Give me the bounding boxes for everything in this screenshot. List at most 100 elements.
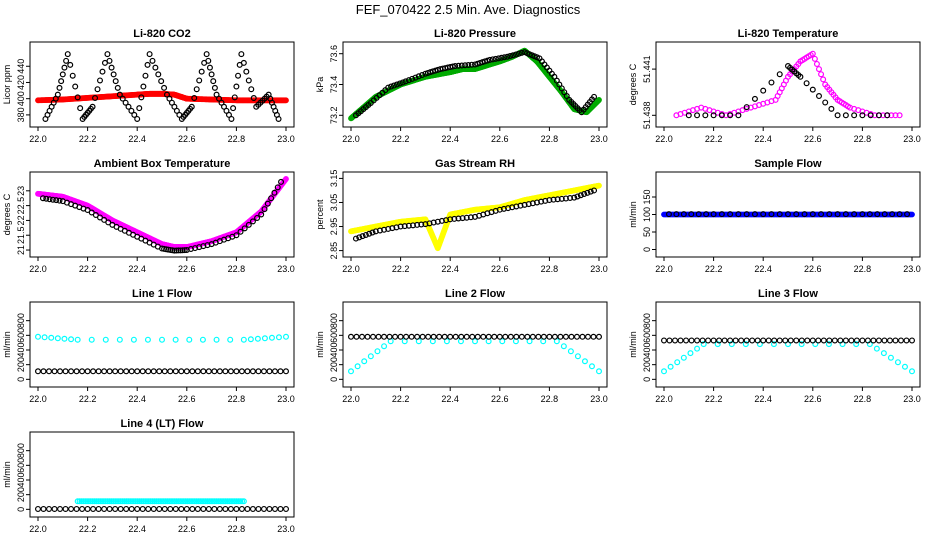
data-point xyxy=(660,368,667,375)
data-point xyxy=(770,341,777,348)
data-point xyxy=(408,333,415,340)
data-point xyxy=(208,71,215,78)
x-tick-label: 22.4 xyxy=(441,394,459,404)
data-point xyxy=(245,221,252,228)
data-point xyxy=(871,112,878,119)
y-axis-label: degrees C xyxy=(628,63,638,105)
data-point xyxy=(227,336,234,343)
data-point xyxy=(173,498,180,505)
data-point xyxy=(721,337,728,344)
data-point xyxy=(462,62,469,69)
data-point xyxy=(53,197,60,204)
data-point xyxy=(99,68,106,75)
data-point xyxy=(546,197,553,204)
data-point xyxy=(46,368,53,375)
data-point xyxy=(842,211,849,218)
y-tick-label: 380 xyxy=(16,107,26,122)
data-point xyxy=(261,206,268,213)
x-tick-label: 23.0 xyxy=(590,394,608,404)
data-point xyxy=(749,337,756,344)
data-point xyxy=(39,195,46,202)
x-tick-label: 23.0 xyxy=(277,134,295,144)
data-point xyxy=(152,64,159,71)
data-point xyxy=(164,498,171,505)
data-point xyxy=(667,363,674,370)
data-point xyxy=(425,333,432,340)
data-point xyxy=(535,333,542,340)
data-point xyxy=(738,337,745,344)
data-point xyxy=(568,333,575,340)
data-point xyxy=(155,71,162,78)
data-point xyxy=(130,498,137,505)
data-point xyxy=(112,505,119,512)
x-tick-label: 22.0 xyxy=(29,524,47,534)
data-point xyxy=(560,343,567,350)
data-point xyxy=(396,80,403,87)
data-point xyxy=(205,505,212,512)
panel-5: Gas Stream RH 22.0 22.2 22.4 22.6 22.8 23.0 2.8… xyxy=(315,158,608,274)
data-point xyxy=(249,218,256,225)
data-point xyxy=(235,72,242,79)
data-point xyxy=(768,79,775,86)
data-point xyxy=(161,368,168,375)
x-tick-label: 22.4 xyxy=(441,264,459,274)
data-point xyxy=(469,333,476,340)
x-tick-label: 22.6 xyxy=(804,134,822,144)
data-point xyxy=(507,53,514,60)
y-tick-label: 150 xyxy=(642,189,652,204)
y-tick-label: 3.15 xyxy=(329,170,339,188)
data-point xyxy=(227,505,234,512)
data-point xyxy=(159,498,166,505)
data-point xyxy=(831,337,838,344)
data-point xyxy=(896,211,903,218)
data-point xyxy=(458,333,465,340)
data-point xyxy=(809,50,816,57)
data-point xyxy=(95,368,102,375)
data-point xyxy=(95,505,102,512)
data-point xyxy=(244,505,251,512)
data-point xyxy=(73,505,80,512)
y-axis-label: degrees C xyxy=(2,193,12,235)
data-point xyxy=(183,368,190,375)
data-point xyxy=(702,112,709,119)
data-point xyxy=(238,51,245,58)
data-point xyxy=(188,103,195,110)
panel-title: Ambient Box Temperature xyxy=(94,158,231,170)
y-tick-label: 600 xyxy=(16,328,26,343)
data-point xyxy=(815,337,822,344)
data-point xyxy=(449,63,456,70)
series-reference xyxy=(685,63,891,119)
data-point xyxy=(191,498,198,505)
data-point xyxy=(254,335,261,342)
data-point xyxy=(760,337,767,344)
data-point xyxy=(468,61,475,68)
series-primary xyxy=(660,341,915,375)
x-tick-label: 23.0 xyxy=(277,264,295,274)
data-point xyxy=(710,211,717,218)
data-point xyxy=(507,333,514,340)
data-point xyxy=(834,112,841,119)
data-point xyxy=(106,57,113,64)
data-point xyxy=(233,83,240,90)
data-point xyxy=(237,228,244,235)
data-point xyxy=(811,55,818,62)
data-point xyxy=(254,214,261,221)
data-point xyxy=(96,77,103,84)
data-point xyxy=(119,498,126,505)
panel-10: Line 4 (LT) Flow 22.0 22.2 22.4 22.6 22.8 23.0… xyxy=(2,418,295,534)
data-point xyxy=(104,51,111,58)
data-point xyxy=(837,337,844,344)
data-point xyxy=(224,498,231,505)
data-point xyxy=(441,333,448,340)
data-point xyxy=(40,368,47,375)
data-point xyxy=(171,247,178,254)
data-point xyxy=(199,336,206,343)
y-tick-label: 73.2 xyxy=(329,107,339,125)
data-point xyxy=(147,498,154,505)
x-tick-label: 22.8 xyxy=(228,134,246,144)
data-point xyxy=(145,368,152,375)
y-tick-label: 21.5 xyxy=(16,226,26,244)
data-point xyxy=(353,333,360,340)
data-point xyxy=(392,333,399,340)
data-point xyxy=(108,498,115,505)
